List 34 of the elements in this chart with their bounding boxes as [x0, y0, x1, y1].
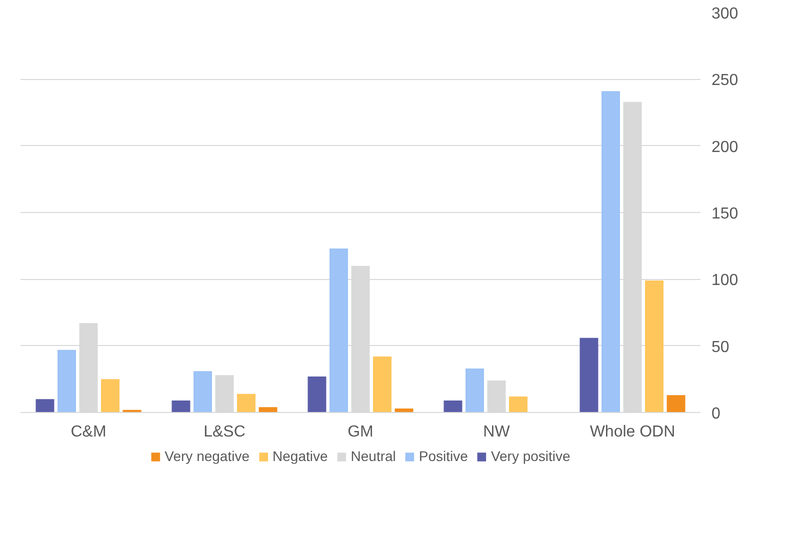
bar	[36, 399, 54, 412]
bar	[509, 396, 528, 412]
y-tick-label: 100	[712, 272, 738, 290]
bar	[237, 394, 256, 412]
legend-label: Positive	[418, 448, 468, 464]
bar	[172, 400, 190, 412]
y-tick-label: 300	[712, 6, 738, 22]
legend-label: Very positive	[490, 448, 570, 464]
legend-label: Negative	[272, 448, 328, 464]
y-tick-label: 150	[712, 206, 738, 222]
y-tick-label: 200	[712, 138, 738, 156]
y-tick-label: 250	[712, 72, 738, 90]
bar	[57, 350, 76, 412]
bar	[258, 407, 278, 412]
bar	[465, 368, 484, 412]
bar	[666, 395, 686, 412]
x-tick-label: L&SC	[204, 424, 246, 440]
x-tick-label: Whole ODN	[590, 424, 676, 440]
x-tick-label: NW	[483, 424, 511, 440]
bar	[444, 400, 462, 412]
x-tick-label: GM	[348, 424, 374, 440]
y-tick-label: 50	[712, 338, 730, 356]
legend-label: Neutral	[350, 448, 396, 464]
bar	[329, 248, 348, 412]
x-tick-label: C&M	[70, 424, 106, 440]
bar	[601, 91, 620, 412]
bar	[193, 371, 212, 412]
bar	[308, 376, 326, 412]
legend-label: Very negative	[164, 448, 250, 464]
bar	[373, 356, 392, 412]
y-tick-label: 0	[712, 406, 720, 422]
bar	[645, 280, 664, 412]
bar	[101, 379, 120, 412]
bar	[580, 338, 598, 412]
